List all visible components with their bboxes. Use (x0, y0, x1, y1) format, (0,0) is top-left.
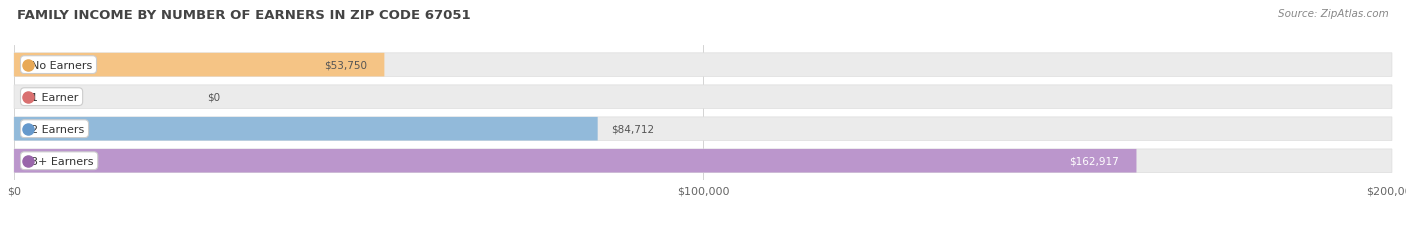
FancyBboxPatch shape (14, 54, 384, 77)
Text: $53,750: $53,750 (325, 60, 367, 70)
Text: $84,712: $84,712 (612, 124, 655, 134)
Text: $0: $0 (207, 92, 221, 102)
FancyBboxPatch shape (14, 54, 1392, 77)
Text: 2 Earners: 2 Earners (24, 124, 84, 134)
FancyBboxPatch shape (14, 149, 1392, 173)
FancyBboxPatch shape (14, 149, 1136, 173)
Text: No Earners: No Earners (24, 60, 93, 70)
FancyBboxPatch shape (14, 85, 1392, 109)
FancyBboxPatch shape (14, 117, 1392, 141)
Text: 1 Earner: 1 Earner (24, 92, 79, 102)
Text: Source: ZipAtlas.com: Source: ZipAtlas.com (1278, 9, 1389, 19)
Text: $162,917: $162,917 (1070, 156, 1119, 166)
FancyBboxPatch shape (14, 117, 598, 141)
Text: FAMILY INCOME BY NUMBER OF EARNERS IN ZIP CODE 67051: FAMILY INCOME BY NUMBER OF EARNERS IN ZI… (17, 9, 471, 22)
Text: 3+ Earners: 3+ Earners (24, 156, 94, 166)
